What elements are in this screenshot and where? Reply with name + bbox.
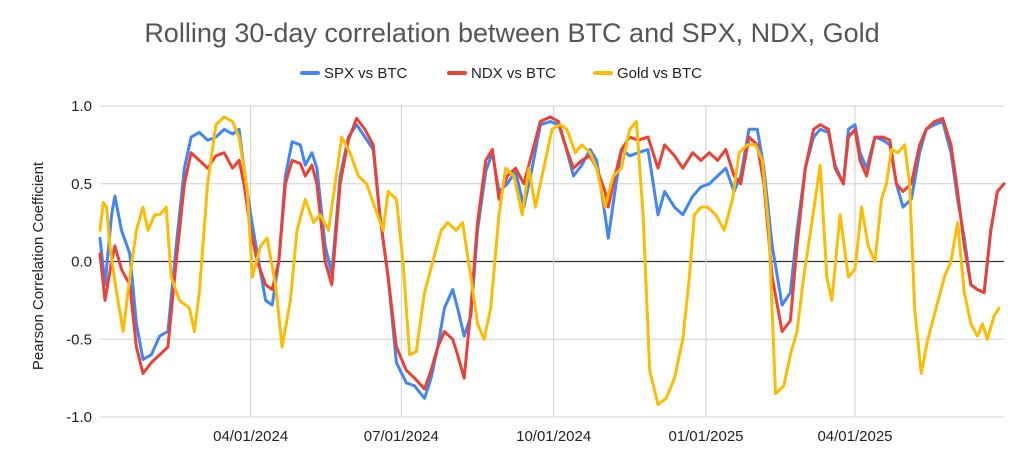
legend: SPX vs BTC NDX vs BTC Gold vs BTC	[300, 65, 702, 82]
series-line-gold	[98, 115, 1001, 407]
y-tick-label: 0.5	[71, 176, 92, 193]
legend-label-gold: Gold vs BTC	[617, 65, 702, 82]
x-tick-label: 10/01/2024	[516, 428, 591, 445]
x-tick-label: 04/01/2025	[817, 428, 892, 445]
y-tick-label: -0.5	[66, 331, 92, 348]
legend-item-ndx: NDX vs BTC	[447, 65, 556, 82]
x-axis-ticks: 04/01/2024 07/01/2024 10/01/2024 01/01/2025…	[213, 428, 892, 445]
grid	[100, 105, 1004, 418]
legend-label-spx: SPX vs BTC	[324, 65, 408, 82]
y-axis-ticks: 1.0 0.5 0.0 -0.5 -1.0	[66, 98, 92, 426]
y-tick-label: 1.0	[71, 98, 92, 115]
legend-item-spx: SPX vs BTC	[300, 65, 408, 82]
x-tick-label: 04/01/2024	[213, 428, 288, 445]
y-tick-label: 0.0	[71, 254, 92, 271]
x-tick-label: 01/01/2025	[668, 428, 743, 445]
y-tick-label: -1.0	[66, 409, 92, 426]
legend-item-gold: Gold vs BTC	[593, 65, 702, 82]
legend-label-ndx: NDX vs BTC	[471, 65, 556, 82]
series-lines	[98, 115, 1006, 407]
y-axis-label: Pearson Correlation Coefficient	[30, 161, 47, 370]
series-line-ndx	[98, 115, 1006, 391]
chart-title: Rolling 30-day correlation between BTC a…	[144, 18, 879, 48]
x-tick-label: 07/01/2024	[364, 428, 439, 445]
